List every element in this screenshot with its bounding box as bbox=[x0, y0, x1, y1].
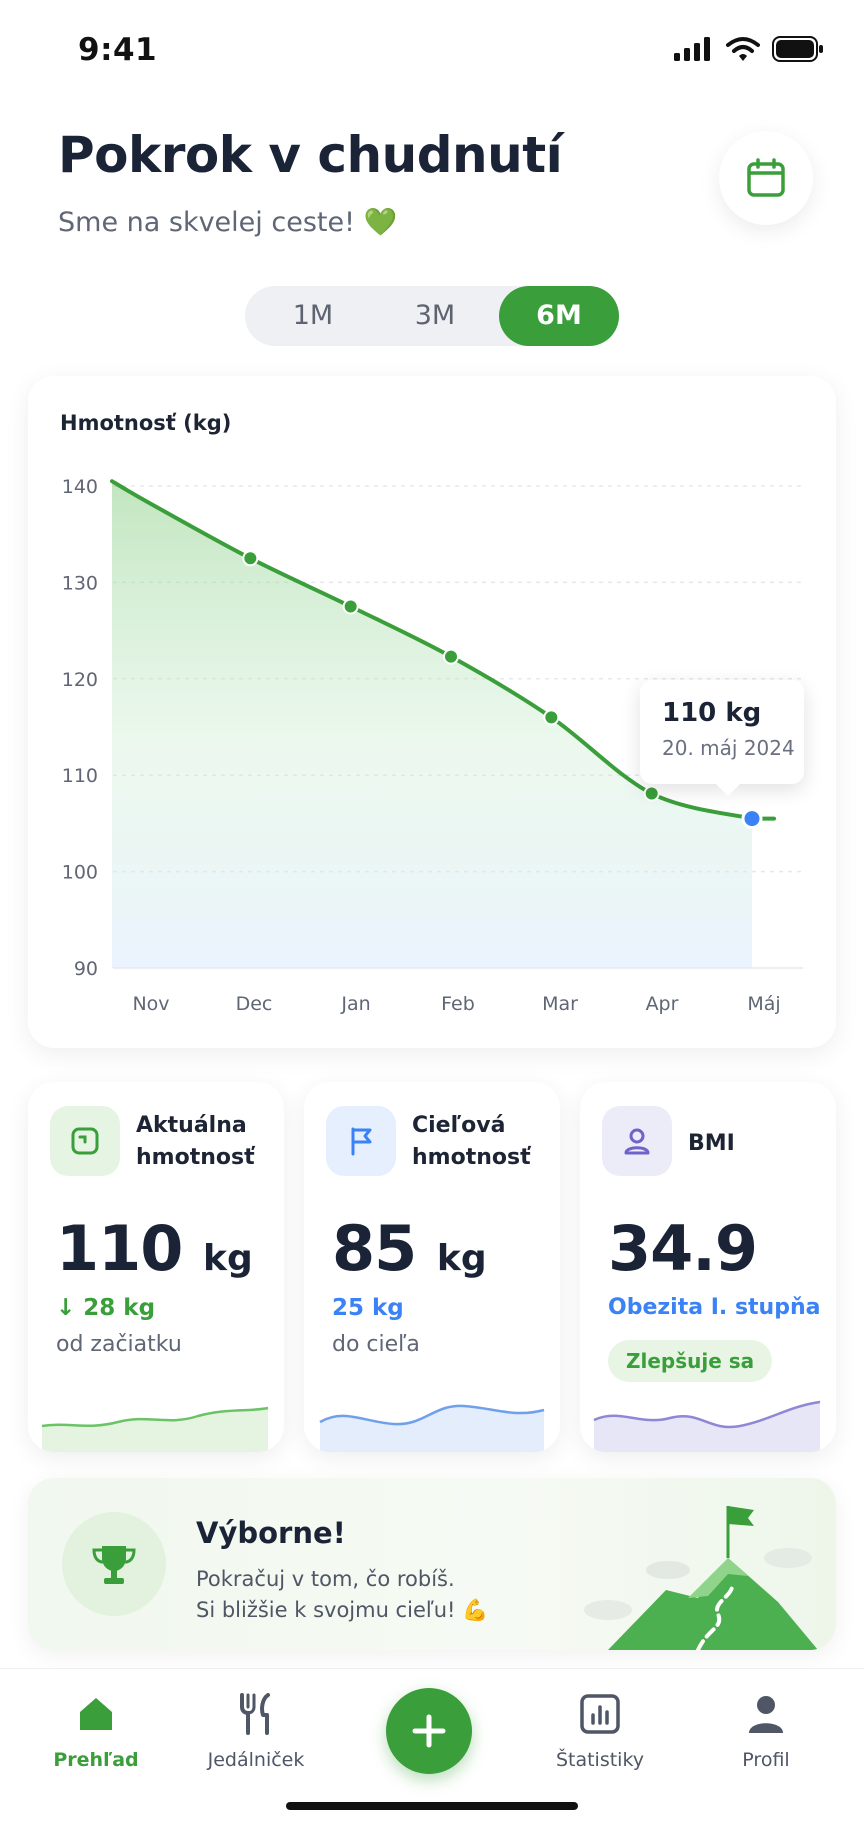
add-entry-button[interactable] bbox=[386, 1688, 472, 1774]
x-tick-label: Feb bbox=[441, 993, 475, 1015]
chart-y-axis-label: Hmotnosť (kg) bbox=[60, 411, 231, 435]
trophy-icon bbox=[62, 1512, 166, 1616]
range-selector: 1M 3M 6M bbox=[245, 286, 619, 346]
tab-label-jedalnicek: Jedálniček bbox=[207, 1749, 305, 1771]
chart-data-point[interactable] bbox=[242, 550, 259, 567]
chart-area-fill bbox=[112, 481, 752, 968]
tooltip-date: 20. máj 2024 bbox=[662, 736, 795, 760]
wifi-icon bbox=[726, 37, 760, 61]
x-tick-label: Apr bbox=[646, 993, 679, 1015]
x-tick-label: Nov bbox=[132, 993, 169, 1015]
chart-data-point[interactable] bbox=[342, 598, 359, 615]
motivation-banner: Výborne! Pokračuj v tom, čo robíš. Si bl… bbox=[28, 1478, 836, 1650]
y-tick-label: 110 bbox=[62, 765, 98, 787]
battery-icon bbox=[772, 36, 823, 62]
weight-lost-value: ↓ 28 kg bbox=[56, 1295, 156, 1321]
signal-icon bbox=[674, 37, 710, 61]
x-tick-label: Jan bbox=[340, 993, 370, 1015]
tab-label-statistiky: Štatistiky bbox=[555, 1749, 645, 1771]
person-icon bbox=[602, 1106, 672, 1176]
mountain-flag-illustration bbox=[584, 1506, 818, 1650]
banner-title: Výborne! bbox=[196, 1516, 346, 1550]
chart-highlight-point[interactable] bbox=[741, 808, 763, 830]
fork-knife-icon bbox=[240, 1693, 270, 1735]
remaining-weight-note: do cieľa bbox=[332, 1332, 420, 1357]
banner-line-1: Pokračuj v tom, čo robíš. bbox=[196, 1567, 455, 1591]
weight-chart-card: Hmotnosť (kg) 90 100 110 120 130 140 Nov Dec Ja… bbox=[28, 376, 836, 1048]
weight-lost-note: od začiatku bbox=[56, 1332, 182, 1357]
status-icons bbox=[674, 36, 824, 62]
x-tick-label: Dec bbox=[236, 993, 273, 1015]
tab-statistiky[interactable]: Štatistiky bbox=[530, 1691, 670, 1771]
y-tick-label: 90 bbox=[74, 958, 98, 980]
x-tick-label: Mar bbox=[542, 993, 578, 1015]
status-bar: 9:41 bbox=[0, 0, 864, 100]
tab-profil[interactable]: Profil bbox=[696, 1691, 836, 1771]
weight-chart: Hmotnosť (kg) 90 100 110 120 130 140 Nov Dec Ja… bbox=[60, 411, 803, 1015]
chart-data-point[interactable] bbox=[643, 785, 660, 802]
y-tick-label: 130 bbox=[62, 572, 98, 594]
goal-weight-sparkline bbox=[319, 1404, 545, 1452]
home-indicator bbox=[286, 1802, 578, 1810]
goal-weight-card[interactable]: Cieľová hmotnosť 85 kg 25 kg do cieľa bbox=[304, 1082, 560, 1452]
bmi-trend-badge: Zlepšuje sa bbox=[608, 1340, 773, 1382]
tab-prehlad[interactable]: Prehľad bbox=[26, 1691, 166, 1771]
current-weight-value: 110 kg bbox=[56, 1212, 253, 1285]
goal-weight-label: Cieľová hmotnosť bbox=[412, 1113, 531, 1170]
bmi-sparkline bbox=[593, 1400, 821, 1452]
current-weight-sparkline bbox=[41, 1406, 269, 1452]
calendar-icon bbox=[747, 158, 785, 197]
bmi-category: Obezita I. stupňa bbox=[608, 1295, 821, 1320]
y-tick-label: 100 bbox=[62, 862, 98, 884]
tab-label-profil: Profil bbox=[742, 1749, 790, 1771]
flag-icon bbox=[326, 1106, 396, 1176]
remaining-weight-value: 25 kg bbox=[332, 1295, 404, 1321]
calendar-button[interactable] bbox=[719, 131, 813, 225]
range-tab-3m[interactable]: 3M bbox=[414, 300, 456, 331]
chart-icon bbox=[580, 1694, 620, 1734]
status-time: 9:41 bbox=[78, 32, 158, 68]
person-icon bbox=[749, 1696, 783, 1733]
range-tab-1m[interactable]: 1M bbox=[292, 300, 334, 331]
chart-data-point[interactable] bbox=[443, 648, 459, 665]
chart-tooltip: 110 kg 20. máj 2024 bbox=[640, 680, 804, 796]
x-tick-label: Máj bbox=[747, 993, 780, 1015]
banner-line-2: Si bližšie k svojmu cieľu! 💪 bbox=[196, 1598, 489, 1622]
page-title: Pokrok v chudnutí bbox=[58, 126, 563, 184]
bmi-label: BMI bbox=[688, 1131, 735, 1156]
range-tab-6m[interactable]: 6M bbox=[499, 286, 619, 346]
current-weight-card[interactable]: Aktuálna hmotnosť 110 kg ↓ 28 kg od zači… bbox=[28, 1082, 284, 1452]
banner-text: Pokračuj v tom, čo robíš. Si bližšie k s… bbox=[196, 1564, 488, 1626]
home-icon bbox=[80, 1698, 112, 1730]
scale-icon bbox=[50, 1106, 120, 1176]
current-weight-label: Aktuálna hmotnosť bbox=[136, 1113, 255, 1170]
y-tick-label: 140 bbox=[62, 476, 98, 498]
goal-weight-value: 85 kg bbox=[332, 1212, 487, 1285]
y-tick-label: 120 bbox=[62, 669, 98, 691]
page-subtitle: Sme na skvelej ceste! 💚 bbox=[58, 207, 398, 238]
tooltip-value: 110 kg bbox=[662, 698, 762, 728]
plus-icon bbox=[412, 1714, 446, 1748]
bmi-card[interactable]: BMI 34.9 Obezita I. stupňa Zlepšuje sa bbox=[580, 1082, 836, 1452]
bmi-value: 34.9 bbox=[608, 1212, 758, 1285]
tab-label-prehlad: Prehľad bbox=[53, 1749, 139, 1771]
chart-data-point[interactable] bbox=[543, 709, 560, 726]
tab-jedalnicek[interactable]: Jedálniček bbox=[186, 1691, 326, 1771]
